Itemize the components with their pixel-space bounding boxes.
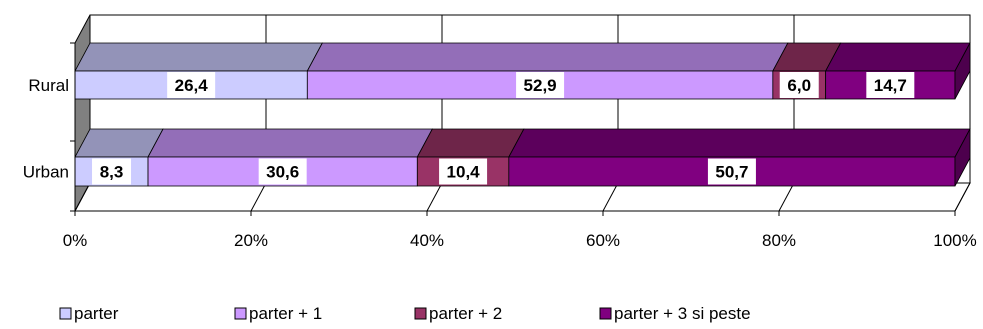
bar-top-urban-4: [508, 128, 971, 158]
data-label-bg: [516, 72, 565, 98]
legend: parter parter + 1 parter + 2 parter + 3 si …: [59, 304, 751, 323]
data-label-text: 10,4: [447, 163, 481, 182]
data-label-urban-1: 8,3: [92, 158, 132, 185]
data-label-text: 50,7: [715, 163, 748, 182]
legend-item-1: parter: [59, 304, 119, 323]
bar-top-urban-1: [74, 128, 164, 158]
data-label-bg: [167, 72, 216, 98]
data-label-rural-4: 14,7: [866, 72, 915, 98]
floor-gridline: [426, 182, 443, 212]
bar-top-urban-2: [147, 128, 433, 158]
data-label-bg: [866, 72, 915, 98]
data-label-urban-4: 50,7: [707, 158, 756, 185]
legend-swatch: [599, 307, 612, 320]
legend-item-4: parter + 3 si peste: [599, 304, 751, 323]
data-label-bg: [707, 158, 756, 185]
data-label-rural-1: 26,4: [167, 72, 216, 98]
bars: [74, 42, 971, 187]
floor: [74, 182, 971, 212]
category-label: Urban: [23, 163, 69, 182]
bar-end-rural: [954, 42, 971, 100]
data-label-urban-2: 30,6: [258, 158, 307, 185]
data-label-rural-3: 6,0: [779, 72, 819, 98]
data-label-bg: [92, 158, 132, 185]
value-axis: 0% 20% 40% 60% 80% 100%: [63, 211, 977, 250]
data-label-bg: [439, 158, 488, 185]
value-tick-label: 100%: [933, 231, 976, 250]
data-label-bg: [258, 158, 307, 185]
floor-gridline: [602, 182, 619, 212]
value-tick-label: 80%: [762, 231, 796, 250]
legend-label: parter + 1: [249, 304, 322, 323]
legend-item-3: parter + 2: [414, 304, 502, 323]
data-label-text: 52,9: [524, 76, 557, 95]
bar-top-rural-4: [824, 42, 971, 72]
legend-label: parter + 3 si peste: [614, 304, 751, 323]
legend-swatch: [414, 307, 427, 320]
value-tick-label: 20%: [234, 231, 268, 250]
floor-gridline: [954, 182, 971, 212]
legend-swatch: [234, 307, 247, 320]
legend-item-2: parter + 1: [234, 304, 322, 323]
floor-gridline: [778, 182, 795, 212]
data-labels: 26,4 52,9 6,0 14,7 8,3 30,6 10,4 50,7: [92, 72, 915, 185]
bar-top-urban-3: [416, 128, 525, 158]
data-label-text: 14,7: [874, 76, 907, 95]
data-label-urban-3: 10,4: [439, 158, 488, 185]
value-tick-label: 60%: [586, 231, 620, 250]
data-label-text: 8,3: [100, 163, 124, 182]
floor-gridline: [250, 182, 267, 212]
legend-swatch: [59, 307, 72, 320]
category-axis: Rural Urban: [23, 42, 76, 212]
data-label-text: 26,4: [175, 76, 209, 95]
data-label-rural-2: 52,9: [516, 72, 565, 98]
category-label: Rural: [28, 76, 69, 95]
bar-top-rural-1: [74, 42, 323, 72]
value-tick-label: 0%: [63, 231, 88, 250]
value-tick-label: 40%: [410, 231, 444, 250]
legend-label: parter: [74, 304, 119, 323]
data-label-text: 6,0: [787, 76, 811, 95]
data-label-bg: [779, 72, 819, 98]
data-label-text: 30,6: [266, 163, 299, 182]
bar-top-rural-2: [306, 42, 789, 72]
legend-label: parter + 2: [429, 304, 502, 323]
bar-end-urban: [954, 128, 971, 187]
floor-gridline: [74, 182, 91, 212]
